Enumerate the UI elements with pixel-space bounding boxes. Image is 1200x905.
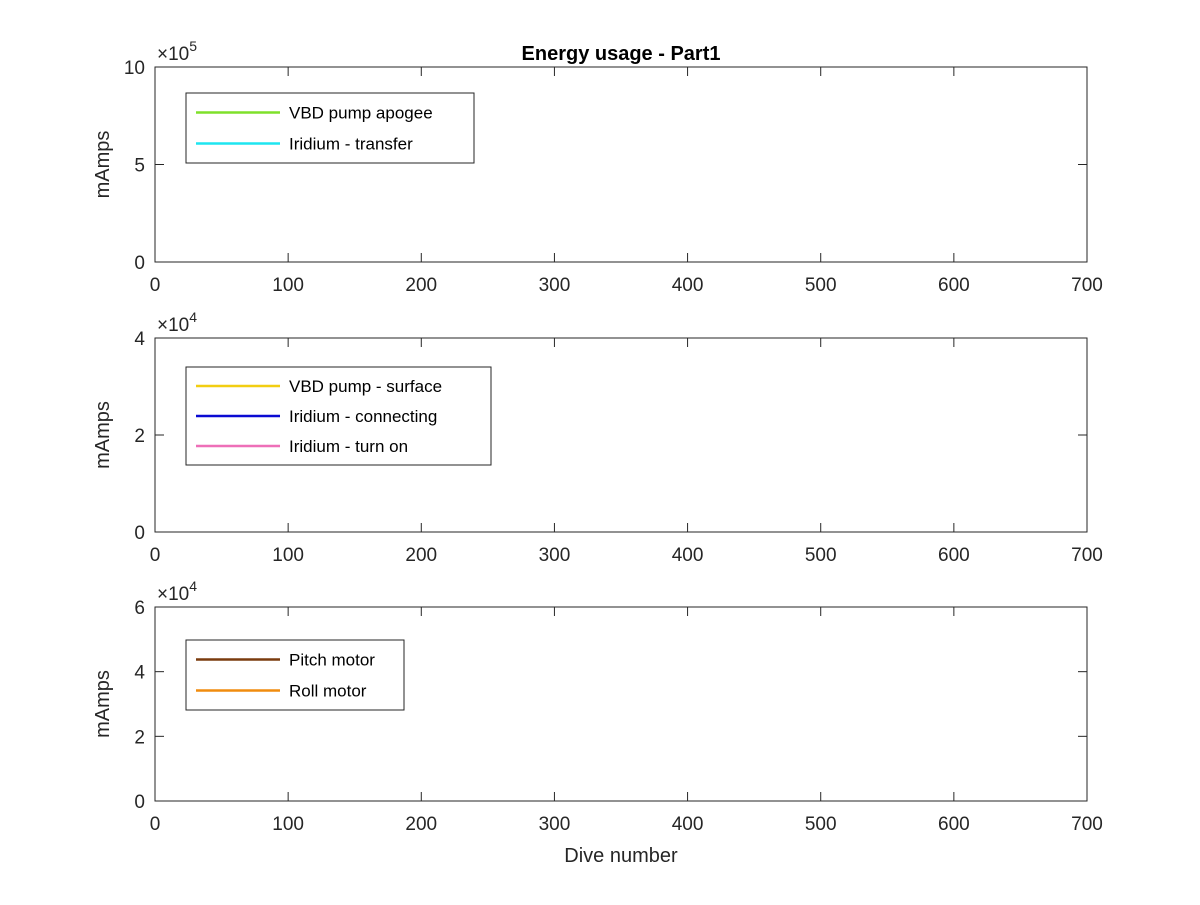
x-tick-label: 0 <box>150 814 161 835</box>
y-tick-label: 0 <box>134 523 145 544</box>
x-tick-label: 400 <box>672 275 704 296</box>
legend-label: Iridium - connecting <box>289 407 437 426</box>
y-tick-label: 6 <box>134 598 145 619</box>
x-tick-label: 300 <box>539 545 571 566</box>
x-tick-label: 100 <box>272 275 304 296</box>
x-tick-label: 500 <box>805 545 837 566</box>
y-tick-label: 4 <box>134 663 145 684</box>
y-exponent-label: ×105 <box>157 38 197 65</box>
legend-box <box>185 92 475 164</box>
legend: Pitch motor Roll motor <box>185 639 405 711</box>
legend: VBD pump apogee Iridium - transfer <box>185 92 475 164</box>
y-tick-label: 2 <box>134 727 145 748</box>
y-axis-label: mAmps <box>92 670 114 738</box>
legend-label: VBD pump apogee <box>289 104 433 123</box>
y-axis-label: mAmps <box>92 401 114 469</box>
legend-label: Iridium - transfer <box>289 135 413 154</box>
subplot-2: 0 100 200 300 400 500 600 700 0 2 4 ×104 mAmps VBD pu… <box>92 309 1103 566</box>
legend-label: Pitch motor <box>289 651 375 670</box>
x-tick-label: 200 <box>405 814 437 835</box>
x-tick-label: 600 <box>938 545 970 566</box>
legend: VBD pump - surface Iridium - connecting Ir… <box>185 366 492 466</box>
x-tick-label: 200 <box>405 545 437 566</box>
x-tick-label: 400 <box>672 814 704 835</box>
y-exponent-label: ×104 <box>157 578 197 605</box>
x-tick-label: 600 <box>938 814 970 835</box>
x-tick-label: 600 <box>938 275 970 296</box>
y-tick-label: 10 <box>124 58 145 79</box>
x-tick-label: 100 <box>272 545 304 566</box>
y-axis-label: mAmps <box>92 131 114 199</box>
x-tick-label: 500 <box>805 814 837 835</box>
y-tick-label: 5 <box>134 156 145 177</box>
x-tick-label: 300 <box>539 275 571 296</box>
x-axis-label: Dive number <box>564 845 678 867</box>
y-tick-label: 2 <box>134 426 145 447</box>
y-exponent-label: ×104 <box>157 309 197 336</box>
x-tick-label: 100 <box>272 814 304 835</box>
legend-box <box>185 639 405 711</box>
legend-label: Iridium - turn on <box>289 437 408 456</box>
y-tick-label: 0 <box>134 792 145 813</box>
x-tick-label: 700 <box>1071 545 1103 566</box>
x-tick-label: 300 <box>539 814 571 835</box>
subplot-3: 0 100 200 300 400 500 600 700 0 2 4 6 ×104 mAmps Dive … <box>92 578 1103 867</box>
x-tick-label: 700 <box>1071 275 1103 296</box>
x-tick-label: 0 <box>150 545 161 566</box>
x-tick-label: 400 <box>672 545 704 566</box>
x-tick-label: 200 <box>405 275 437 296</box>
chart-title: Energy usage - Part1 <box>522 43 721 65</box>
x-tick-label: 700 <box>1071 814 1103 835</box>
x-tick-label: 0 <box>150 275 161 296</box>
x-tick-label: 500 <box>805 275 837 296</box>
subplot-1: 0 100 200 300 400 500 600 700 0 5 10 ×105 mAmps Energ… <box>92 38 1103 296</box>
y-tick-label: 0 <box>134 253 145 274</box>
legend-label: Roll motor <box>289 682 367 701</box>
legend-label: VBD pump - surface <box>289 377 442 396</box>
y-tick-label: 4 <box>134 329 145 350</box>
